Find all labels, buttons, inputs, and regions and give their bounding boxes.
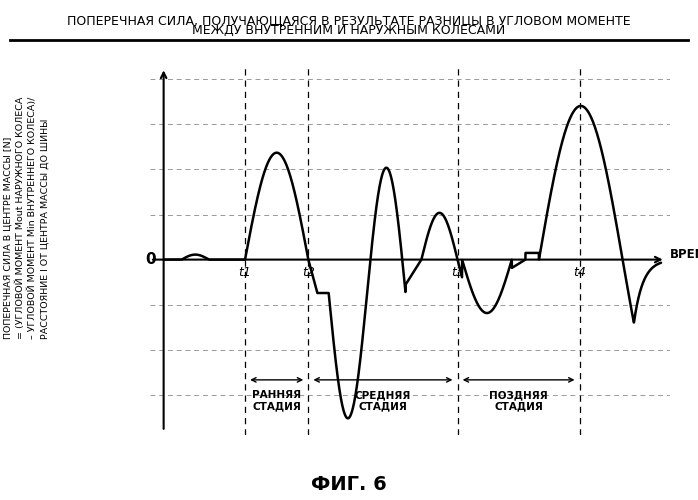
Text: t4: t4 xyxy=(573,266,586,280)
Text: 0: 0 xyxy=(145,252,156,267)
Text: t1: t1 xyxy=(239,266,251,280)
Text: t3: t3 xyxy=(451,266,464,280)
Text: ПОЗДНЯЯ
СТАДИЯ: ПОЗДНЯЯ СТАДИЯ xyxy=(489,390,548,411)
Text: t2: t2 xyxy=(302,266,315,280)
Text: ФИГ. 6: ФИГ. 6 xyxy=(311,475,387,494)
Text: ПОПЕРЕЧНАЯ СИЛА, ПОЛУЧАЮЩАЯСЯ В РЕЗУЛЬТАТЕ РАЗНИЦЫ В УГЛОВОМ МОМЕНТЕ: ПОПЕРЕЧНАЯ СИЛА, ПОЛУЧАЮЩАЯСЯ В РЕЗУЛЬТА… xyxy=(67,14,631,27)
Text: ПОПЕРЕЧНАЯ СИЛА В ЦЕНТРЕ МАССЫ [N]
= (УГЛОВОЙ МОМЕНТ Mout НАРУЖНОГО КОЛЕСА
– УГЛ: ПОПЕРЕЧНАЯ СИЛА В ЦЕНТРЕ МАССЫ [N] = (УГ… xyxy=(3,96,50,338)
Text: МЕЖДУ ВНУТРЕННИМ И НАРУЖНЫМ КОЛЕСАМИ: МЕЖДУ ВНУТРЕННИМ И НАРУЖНЫМ КОЛЕСАМИ xyxy=(193,24,505,37)
Text: РАННЯЯ
СТАДИЯ: РАННЯЯ СТАДИЯ xyxy=(252,390,302,411)
Text: ВРЕМЯ: ВРЕМЯ xyxy=(670,248,698,261)
Text: СРЕДНЯЯ
СТАДИЯ: СРЕДНЯЯ СТАДИЯ xyxy=(355,390,411,411)
